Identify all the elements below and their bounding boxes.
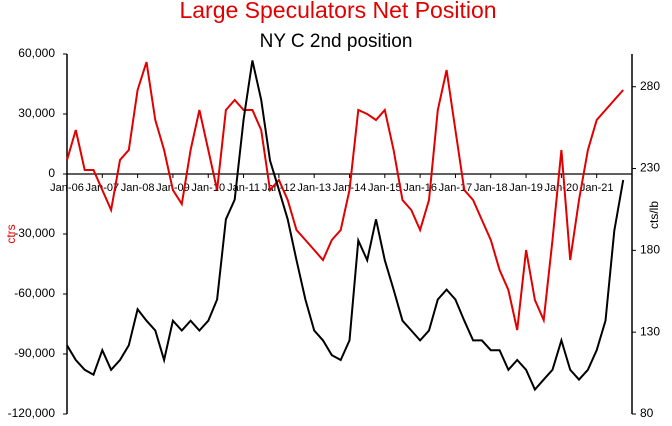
y2-tick-label: 180 [640, 243, 660, 257]
y-tick-label: -90,000 [14, 346, 55, 360]
y2-tick-label: 230 [640, 161, 660, 175]
y-tick-label: -60,000 [14, 286, 55, 300]
x-tick-label: Jan-15 [368, 182, 402, 194]
x-tick-label: Jan-21 [580, 182, 614, 194]
y-tick-label: 30,000 [18, 106, 55, 120]
x-tick-label: Jan-20 [545, 182, 579, 194]
x-tick-label: Jan-19 [509, 182, 543, 194]
series-line [66, 61, 624, 331]
chart-subtitle: NY C 2nd position [260, 31, 413, 52]
chart-title: Large Speculators Net Position [179, 0, 496, 23]
x-tick-label: Jan-06 [50, 182, 84, 194]
y-tick-label: -30,000 [14, 226, 55, 240]
y2-axis-label: cts/lb [647, 201, 661, 229]
y-tick-label: -120,000 [8, 406, 56, 420]
y2-tick-label: 130 [640, 324, 660, 338]
x-tick-label: Jan-13 [297, 182, 331, 194]
x-tick-label: Jan-08 [121, 182, 155, 194]
x-tick-label: Jan-11 [227, 182, 260, 194]
series-line [66, 60, 625, 392]
x-tick-label: Jan-16 [403, 182, 437, 194]
y2-tick-label: 80 [640, 406, 654, 420]
x-tick-label: Jan-18 [474, 182, 508, 194]
y-tick-label: 60,000 [18, 46, 55, 60]
y-tick-label: 0 [48, 166, 55, 180]
x-tick-label: Jan-10 [191, 182, 225, 194]
y-axis-label: ctrs [4, 224, 18, 243]
y2-tick-label: 280 [640, 79, 660, 93]
